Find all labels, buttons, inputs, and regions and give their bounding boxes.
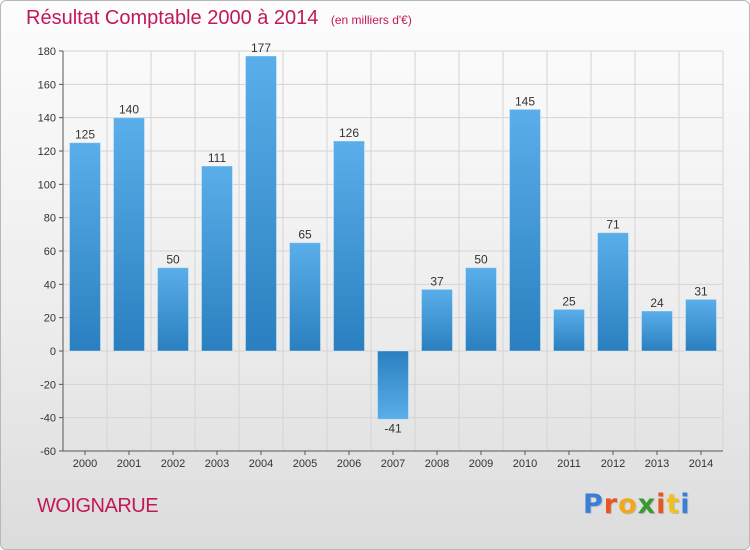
y-tick-label: 120 (38, 146, 56, 158)
x-tick-label: 2013 (645, 458, 669, 470)
value-label: 177 (251, 41, 271, 55)
bar-2005 (289, 242, 321, 352)
proxiti-logo: Proxiti (583, 489, 691, 520)
logo-letter: x (637, 489, 657, 520)
value-label: 25 (562, 294, 576, 308)
bar-2010 (509, 108, 541, 352)
x-tick-label: 2005 (293, 458, 317, 470)
y-tick-label: 180 (38, 46, 56, 58)
y-tick-label: 100 (38, 179, 56, 191)
value-label: 71 (606, 218, 620, 232)
x-tick-label: 2011 (557, 458, 581, 470)
logo-letter: t (666, 489, 681, 520)
bar-2012 (597, 232, 629, 352)
value-label: 140 (119, 103, 139, 117)
x-tick-label: 2000 (73, 458, 97, 470)
x-tick-label: 2001 (117, 458, 141, 470)
bar-2001 (113, 117, 145, 352)
value-label: 24 (650, 296, 664, 310)
value-label: 37 (430, 274, 444, 288)
y-tick-label: 160 (38, 79, 56, 91)
bar-2003 (201, 165, 233, 352)
y-tick-label: -60 (40, 446, 56, 458)
value-label: 145 (515, 94, 535, 108)
y-tick-label: 140 (38, 113, 56, 125)
value-label: 65 (298, 228, 312, 242)
value-label: 31 (694, 284, 708, 298)
value-label: -41 (384, 421, 402, 435)
y-tick-label: 20 (44, 313, 56, 325)
x-tick-label: 2003 (205, 458, 229, 470)
logo-letter: r (603, 489, 619, 520)
x-tick-label: 2004 (249, 458, 273, 470)
x-tick-label: 2006 (337, 458, 361, 470)
bar-2004 (245, 55, 277, 352)
value-label: 50 (474, 253, 488, 267)
bar-2006 (333, 140, 365, 352)
x-tick-label: 2012 (601, 458, 625, 470)
bar-2009 (465, 267, 497, 352)
x-tick-label: 2009 (469, 458, 493, 470)
logo-letter: o (618, 489, 638, 520)
chart-title: Résultat Comptable 2000 à 2014 (26, 7, 319, 29)
y-tick-label: 40 (44, 279, 56, 291)
bar-2000 (69, 142, 101, 352)
y-tick-label: -40 (40, 413, 56, 425)
value-label: 111 (208, 151, 227, 165)
bar-2014 (685, 298, 717, 352)
value-label: 50 (166, 253, 180, 267)
bar-2007 (377, 350, 409, 420)
x-tick-label: 2010 (513, 458, 537, 470)
y-tick-label: 80 (44, 213, 56, 225)
logo-letter: P (583, 489, 604, 520)
value-label: 126 (339, 126, 359, 140)
x-tick-label: 2014 (689, 458, 713, 470)
logo-letter: i (656, 489, 667, 520)
value-label: 125 (75, 128, 95, 142)
x-tick-label: 2008 (425, 458, 449, 470)
logo-letter: i (680, 489, 691, 520)
y-tick-label: -20 (40, 379, 56, 391)
title-row: Résultat Comptable 2000 à 2014 (en milli… (26, 7, 412, 30)
x-tick-label: 2002 (161, 458, 185, 470)
bar-2013 (641, 310, 673, 352)
bar-2008 (421, 288, 453, 352)
y-tick-label: 0 (50, 346, 56, 358)
bar-2002 (157, 267, 189, 352)
x-tick-label: 2007 (381, 458, 405, 470)
commune-name: WOIGNARUE (37, 495, 159, 517)
bar-2011 (553, 308, 585, 352)
y-tick-label: 60 (44, 246, 56, 258)
chart-subtitle: (en milliers d'€) (330, 13, 412, 27)
